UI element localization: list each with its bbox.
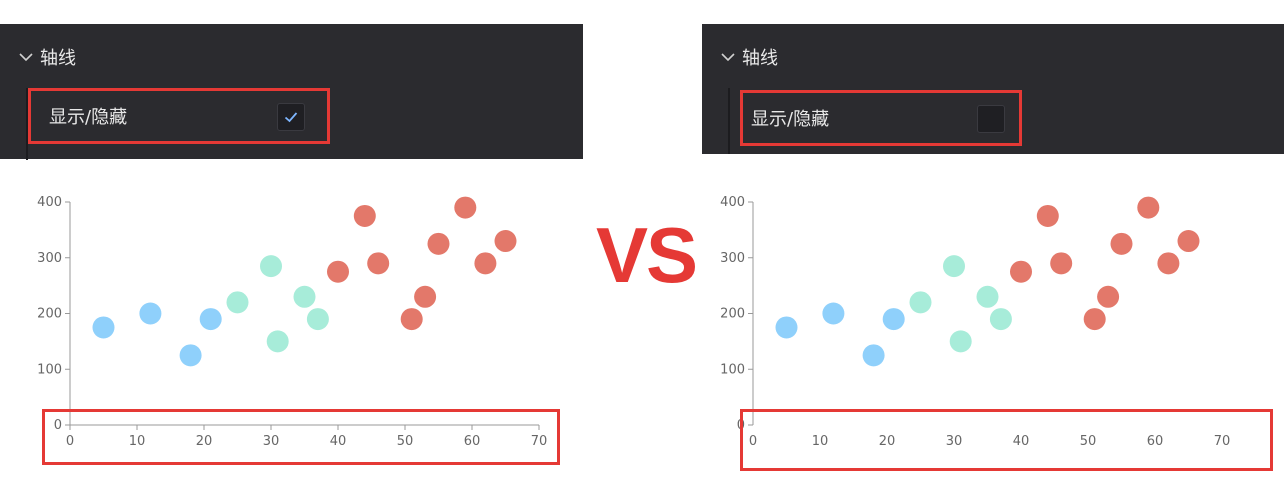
- scatter-point[interactable]: [226, 291, 249, 314]
- axis-section-title: 轴线: [742, 48, 778, 69]
- scatter-point[interactable]: [494, 230, 517, 253]
- scatter-point[interactable]: [1010, 260, 1032, 283]
- vs-label: VS: [596, 211, 698, 299]
- scatter-point[interactable]: [327, 260, 349, 283]
- x-tick-label: 30: [946, 434, 963, 449]
- x-axis-highlight-box: [740, 409, 1273, 471]
- x-tick-label: 40: [330, 434, 347, 449]
- show-hide-label: 显示/隐藏: [751, 109, 830, 130]
- scatter-point[interactable]: [1110, 232, 1133, 255]
- y-tick-label: 300: [720, 251, 745, 266]
- scatter-point[interactable]: [293, 285, 316, 308]
- scatter-point[interactable]: [179, 344, 202, 367]
- scatter-point[interactable]: [949, 330, 972, 353]
- show-hide-checkbox[interactable]: [977, 105, 1005, 133]
- scatter-point[interactable]: [353, 204, 376, 227]
- scatter-point[interactable]: [1137, 196, 1160, 219]
- x-tick-label: 20: [196, 434, 213, 449]
- scatter-point[interactable]: [306, 308, 329, 331]
- scatter-point[interactable]: [1083, 308, 1106, 331]
- scatter-point[interactable]: [1036, 204, 1059, 227]
- scatter-point[interactable]: [400, 308, 423, 331]
- x-tick-label: 30: [263, 434, 280, 449]
- scatter-point[interactable]: [1050, 252, 1073, 275]
- scatter-point[interactable]: [474, 252, 497, 275]
- show-hide-checkbox[interactable]: [277, 103, 305, 131]
- scatter-point[interactable]: [1097, 285, 1120, 308]
- y-tick-label: 300: [37, 251, 62, 266]
- y-tick-label: 400: [720, 195, 745, 210]
- x-tick-label: 40: [1013, 434, 1030, 449]
- y-tick-label: 100: [720, 362, 745, 377]
- x-tick-label: 20: [879, 434, 896, 449]
- scatter-point[interactable]: [1177, 230, 1200, 253]
- x-tick-label: 50: [1080, 434, 1097, 449]
- x-tick-label: 70: [1214, 434, 1231, 449]
- scatter-chart-left: 0 100 200 300 400 0 10 20 30 40 50 60 70: [20, 180, 580, 470]
- y-tick-label: 100: [37, 362, 62, 377]
- axis-settings-panel-left: 轴线 显示/隐藏: [0, 24, 583, 160]
- y-tick-label: 200: [37, 307, 62, 322]
- scatter-point[interactable]: [454, 196, 477, 219]
- scatter-point[interactable]: [260, 255, 282, 278]
- chevron-down-icon: [19, 53, 33, 62]
- scatter-point[interactable]: [775, 316, 798, 339]
- scatter-point[interactable]: [882, 308, 905, 331]
- scatter-point[interactable]: [414, 285, 437, 308]
- chevron-down-icon: [721, 53, 735, 62]
- x-tick-label: 0: [749, 434, 757, 449]
- axis-section-title: 轴线: [40, 48, 76, 69]
- x-tick-label: 70: [531, 434, 548, 449]
- axis-settings-panel-right: 轴线 显示/隐藏: [702, 24, 1284, 154]
- scatter-point[interactable]: [139, 302, 162, 325]
- scatter-point[interactable]: [943, 255, 965, 278]
- scatter-chart-right: 0 100 200 300 400 0 10 20 30 40 50 60 70: [705, 180, 1280, 470]
- y-tick-label: 400: [37, 195, 62, 210]
- show-hide-label: 显示/隐藏: [49, 107, 128, 128]
- show-hide-option: 显示/隐藏: [28, 88, 330, 144]
- show-hide-option: 显示/隐藏: [740, 90, 1022, 146]
- scatter-point[interactable]: [822, 302, 845, 325]
- scatter-point[interactable]: [1157, 252, 1180, 275]
- scatter-point[interactable]: [976, 285, 999, 308]
- panel-divider: [728, 88, 730, 154]
- checkmark-icon: [284, 112, 298, 123]
- scatter-point[interactable]: [266, 330, 289, 353]
- x-tick-label: 60: [1147, 434, 1164, 449]
- axis-section-header[interactable]: 轴线: [720, 44, 778, 70]
- scatter-point[interactable]: [989, 308, 1012, 331]
- scatter-point[interactable]: [427, 232, 450, 255]
- y-tick-label: 200: [720, 307, 745, 322]
- y-tick-label: 0: [54, 418, 62, 433]
- axis-section-header[interactable]: 轴线: [18, 44, 76, 70]
- x-tick-label: 60: [464, 434, 481, 449]
- scatter-point[interactable]: [909, 291, 932, 314]
- panel-divider: [26, 88, 28, 160]
- x-tick-label: 50: [397, 434, 414, 449]
- scatter-point[interactable]: [367, 252, 390, 275]
- x-axis-highlight-box: [42, 409, 560, 465]
- x-tick-label: 10: [812, 434, 829, 449]
- scatter-plot-svg: 0 100 200 300 400 0 10 20 30 40 50 60 70: [37, 195, 548, 449]
- scatter-point[interactable]: [199, 308, 222, 331]
- scatter-point[interactable]: [92, 316, 115, 339]
- x-tick-label: 0: [66, 434, 74, 449]
- x-tick-label: 10: [129, 434, 146, 449]
- scatter-point[interactable]: [862, 344, 885, 367]
